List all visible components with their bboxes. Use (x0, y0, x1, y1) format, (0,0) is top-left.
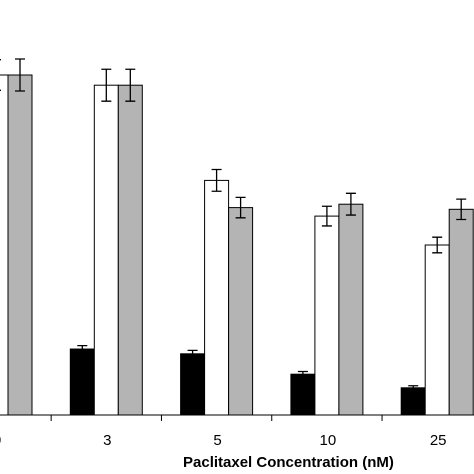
error-bar (77, 344, 88, 354)
error-bar (101, 68, 112, 102)
bar (93, 84, 119, 416)
error-bar (15, 58, 25, 92)
bar (228, 207, 254, 416)
bar (290, 373, 316, 416)
error-bar (125, 68, 136, 102)
bar (180, 353, 206, 416)
bar (204, 179, 230, 416)
error-bar (235, 196, 246, 219)
bar (338, 203, 364, 416)
bar (424, 244, 450, 416)
error-bar (408, 385, 419, 391)
x-axis-title: Paclitaxel Concentration (nM) (183, 454, 394, 471)
error-bar (456, 198, 467, 221)
error-bar (187, 349, 198, 358)
error-bar (321, 205, 332, 227)
error-bar (211, 168, 222, 192)
error-bar (297, 370, 308, 378)
x-tick-label: 0 (0, 432, 1, 449)
x-tick-label: 10 (320, 432, 337, 449)
bar (448, 208, 474, 416)
bar (69, 348, 95, 416)
x-tick-label: 3 (103, 432, 111, 449)
bar (400, 387, 426, 416)
error-bar (345, 192, 356, 216)
x-tick-label: 5 (213, 432, 221, 449)
bar (314, 215, 340, 416)
bar (7, 74, 33, 416)
bar (117, 84, 143, 416)
error-bar (432, 236, 443, 254)
bar (0, 74, 9, 416)
x-axis (0, 414, 474, 421)
x-tick-label: 25 (430, 432, 447, 449)
